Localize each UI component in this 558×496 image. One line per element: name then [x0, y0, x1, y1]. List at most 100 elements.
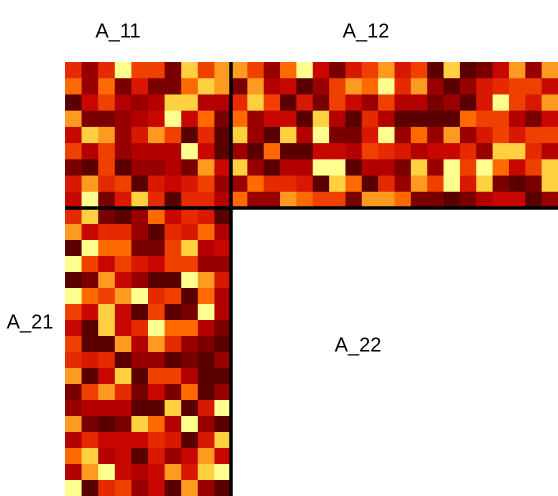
heat-cell — [181, 320, 199, 337]
heat-cell — [81, 400, 99, 417]
heat-cell — [508, 94, 526, 112]
heat-cell — [410, 78, 428, 95]
heat-cell — [214, 94, 232, 112]
heat-cell — [361, 62, 379, 79]
heat-cell — [114, 143, 132, 160]
heat-cell — [65, 464, 83, 481]
heat-cell — [427, 159, 445, 177]
heat-cell — [508, 78, 526, 95]
heat-cell — [263, 191, 281, 209]
heat-cell — [98, 272, 116, 289]
heat-cell — [197, 352, 215, 369]
heat-cell — [181, 368, 199, 385]
heat-cell — [443, 94, 461, 112]
heat-cell — [329, 159, 346, 177]
heat-cell — [280, 110, 297, 128]
heat-cell — [164, 336, 182, 353]
heat-cell — [427, 62, 445, 79]
heat-cell — [197, 110, 215, 128]
heat-cell — [181, 480, 199, 496]
heat-cell — [148, 400, 166, 417]
heat-cell — [65, 126, 83, 144]
heat-cell — [65, 208, 83, 225]
heat-cell — [214, 208, 232, 225]
heat-cell — [197, 336, 215, 353]
heat-cell — [197, 368, 215, 385]
heat-cell — [81, 272, 99, 289]
heat-cell — [181, 432, 199, 449]
heat-cell — [231, 143, 248, 160]
heat-cell — [148, 272, 166, 289]
heat-cell — [541, 78, 558, 95]
heat-cell — [181, 208, 199, 225]
heat-cell — [98, 175, 116, 193]
heat-cell — [197, 208, 215, 225]
heat-cell — [114, 368, 132, 385]
heat-cell — [345, 143, 363, 160]
heat-cell — [214, 368, 232, 385]
heat-cell — [361, 143, 379, 160]
heat-cell — [541, 175, 558, 193]
heat-cell — [131, 94, 149, 112]
heat-cell — [312, 94, 330, 112]
heat-cell — [81, 62, 99, 79]
heat-cell — [197, 400, 215, 417]
heat-cell — [65, 432, 83, 449]
heat-cell — [247, 78, 265, 95]
heat-cell — [231, 126, 248, 144]
heat-cell — [181, 288, 199, 305]
heat-cell — [214, 224, 232, 241]
heat-cell — [329, 62, 346, 79]
heat-cell — [131, 175, 149, 193]
heat-cell — [148, 304, 166, 321]
heat-cell — [181, 62, 199, 79]
heat-cell — [443, 175, 461, 193]
heat-cell — [410, 143, 428, 160]
heat-cell — [114, 240, 132, 257]
heat-cell — [231, 175, 248, 193]
heat-cell — [131, 400, 149, 417]
heat-cell — [81, 110, 99, 128]
heat-cell — [98, 288, 116, 305]
heat-cell — [164, 384, 182, 401]
heat-cell — [476, 110, 494, 128]
heat-cell — [312, 78, 330, 95]
heat-cell — [98, 320, 116, 337]
heat-cell — [508, 62, 526, 79]
heat-cell — [98, 78, 116, 95]
heat-cell — [394, 191, 412, 209]
heat-cell — [197, 191, 215, 209]
heat-cell — [476, 175, 494, 193]
heat-cell — [114, 208, 132, 225]
heat-cell — [214, 159, 232, 177]
heat-cell — [114, 272, 132, 289]
heat-cell — [181, 143, 199, 160]
heat-cell — [247, 94, 265, 112]
heat-cell — [296, 175, 314, 193]
heat-cell — [231, 110, 248, 128]
heat-cell — [476, 78, 494, 95]
heat-cell — [65, 62, 83, 79]
heat-cell — [459, 62, 477, 79]
heat-cell — [197, 62, 215, 79]
heat-cell — [131, 480, 149, 496]
heat-cell — [131, 464, 149, 481]
heat-cell — [312, 159, 330, 177]
heat-cell — [81, 208, 99, 225]
heat-cell — [214, 288, 232, 305]
heat-cell — [443, 143, 461, 160]
heat-cell — [114, 224, 132, 241]
heat-cell — [361, 126, 379, 144]
heat-cell — [345, 94, 363, 112]
heat-cell — [148, 62, 166, 79]
heat-cell — [329, 126, 346, 144]
heat-cell — [410, 110, 428, 128]
heat-cell — [181, 464, 199, 481]
heat-cell — [181, 126, 199, 144]
heat-cell — [181, 224, 199, 241]
heat-cell — [492, 126, 510, 144]
heat-cell — [459, 110, 477, 128]
heat-cell — [345, 159, 363, 177]
heat-cell — [131, 384, 149, 401]
